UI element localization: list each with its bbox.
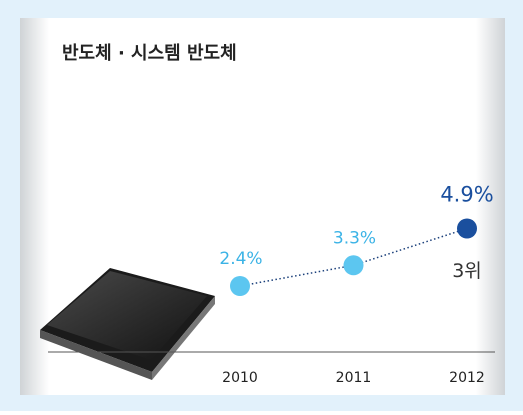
value-label: 4.9% xyxy=(440,183,493,207)
annotation: 3위 xyxy=(452,260,482,282)
value-label: 2.4% xyxy=(219,249,262,269)
chip-image xyxy=(40,268,215,380)
data-point xyxy=(343,255,364,276)
data-point xyxy=(230,276,250,296)
x-tick-label: 2011 xyxy=(336,370,372,386)
data-point xyxy=(457,218,477,239)
chart-title: 반도체 · 시스템 반도체 xyxy=(62,43,237,64)
x-tick-label: 2012 xyxy=(449,370,485,386)
value-label: 3.3% xyxy=(333,228,376,248)
x-tick-label: 2010 xyxy=(222,370,258,386)
